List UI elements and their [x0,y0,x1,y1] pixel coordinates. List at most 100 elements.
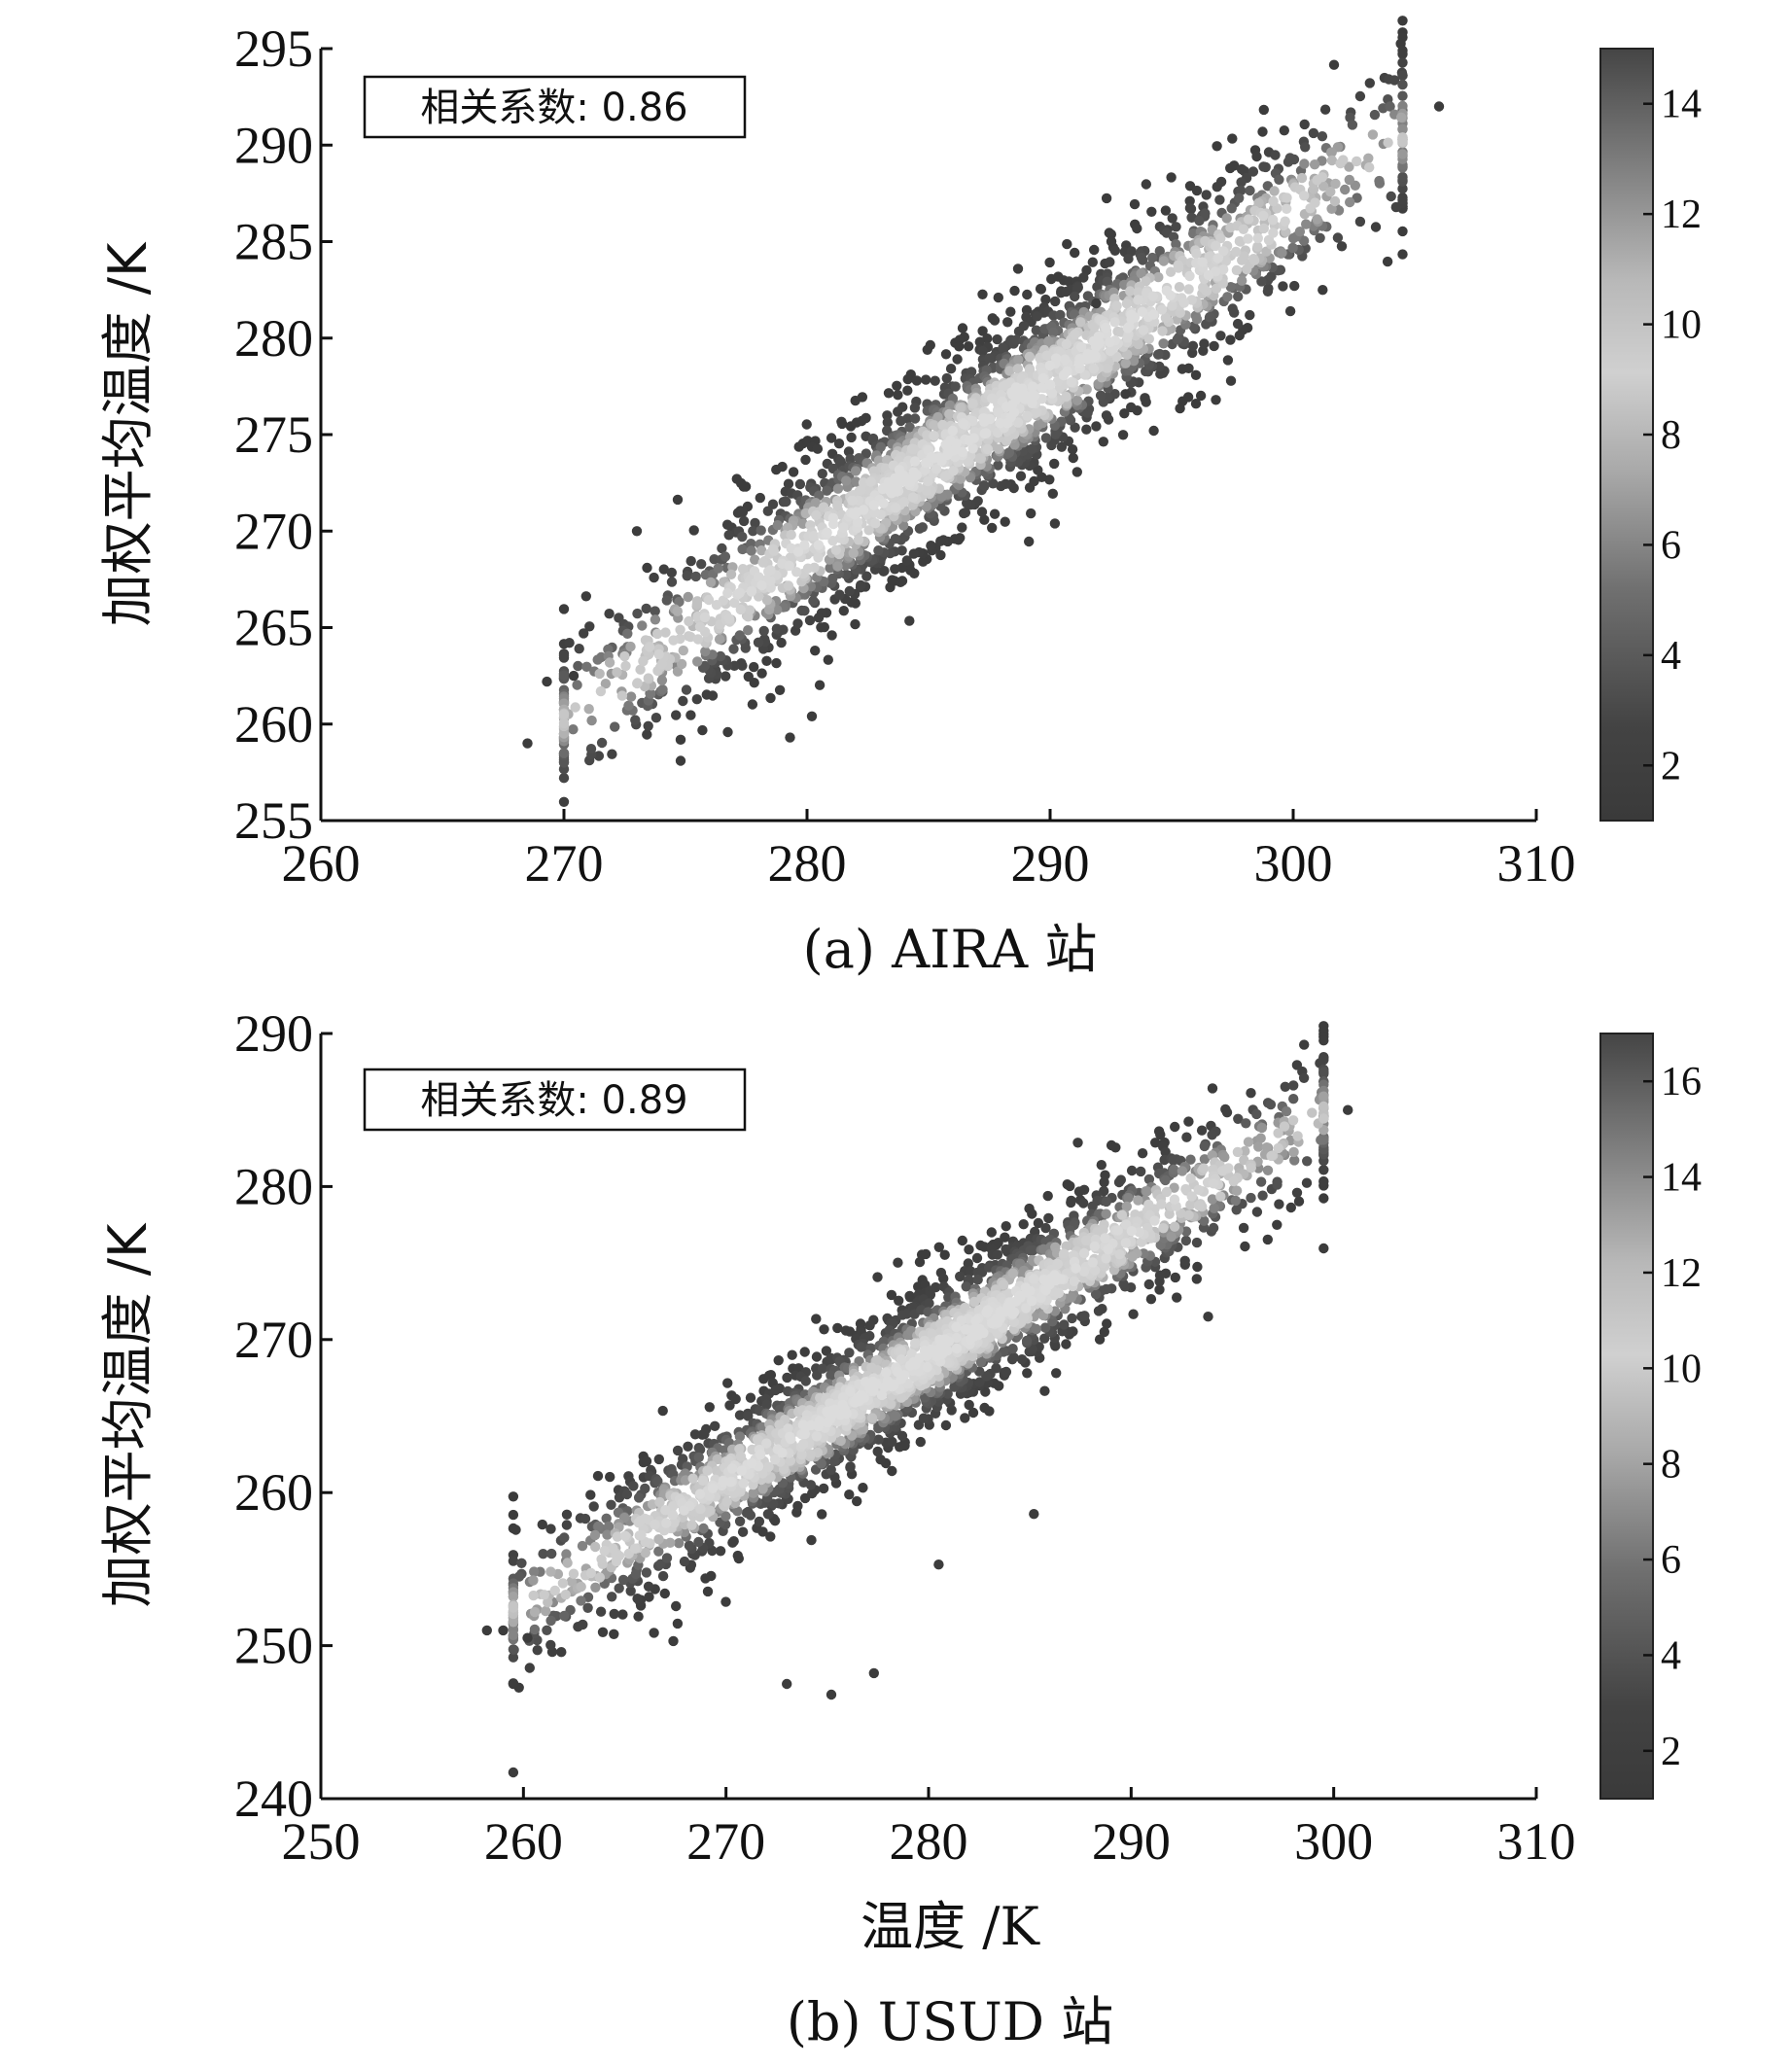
hexbin-point [1070,329,1080,340]
hexbin-point [1156,304,1168,315]
hexbin-point [936,491,947,502]
hexbin-point [861,571,872,581]
hexbin-point [720,551,731,562]
hexbin-point [633,1611,644,1622]
hexbin-point [945,364,957,374]
hexbin-point [926,541,936,551]
hexbin-point [558,796,570,807]
hexbin-point [770,1384,781,1396]
hexbin-point [1166,1231,1177,1243]
hexbin-point [1217,278,1229,289]
x-tick-label: 280 [768,834,847,893]
hexbin-point [729,597,740,609]
hexbin-point [1252,241,1263,252]
hexbin-point [651,628,663,640]
hexbin-point [1146,206,1157,217]
hexbin-point [1198,282,1209,293]
hexbin-point [1258,104,1270,116]
hexbin-point [808,595,819,607]
hexbin-point [690,571,701,582]
y-tick-label: 295 [234,19,313,78]
hexbin-point [1181,1132,1192,1142]
colorbar-tick-label: 6 [1661,523,1681,568]
hexbin-point [1260,161,1271,173]
hexbin-point [1230,1195,1242,1207]
hexbin-point [1184,270,1195,282]
hexbin-point [979,1402,990,1414]
panel-a-annotation: 相关系数: 0.86 [420,86,687,130]
hexbin-point [1137,306,1148,317]
hexbin-point [761,655,772,666]
hexbin-point [755,525,766,536]
hexbin-point [1042,1190,1053,1202]
hexbin-point [1171,239,1181,250]
hexbin-point [1037,372,1049,384]
hexbin-point [1087,352,1098,363]
hexbin-point [619,1530,631,1542]
hexbin-point [513,1571,525,1582]
hexbin-point [1021,1335,1033,1347]
hexbin-point [1221,1107,1233,1118]
hexbin-point [1095,390,1107,401]
hexbin-point [1209,1203,1219,1214]
hexbin-point [1274,174,1284,185]
hexbin-point [811,1351,823,1362]
hexbin-point [720,1511,731,1522]
hexbin-point [1088,364,1100,374]
hexbin-point [957,522,967,533]
hexbin-point [599,1545,610,1557]
hexbin-point [734,1410,746,1420]
hexbin-point [896,1346,907,1357]
hexbin-point [1022,1368,1033,1379]
hexbin-point [1209,340,1219,352]
hexbin-point [1397,70,1408,81]
hexbin-point [993,292,1003,303]
hexbin-point [564,638,575,648]
hexbin-point [1251,151,1262,162]
hexbin-point [1026,508,1037,519]
hexbin-point [798,1439,809,1450]
hexbin-point [993,407,1003,418]
hexbin-point [1253,1141,1264,1152]
hexbin-point [653,648,664,660]
hexbin-point [1164,1209,1175,1219]
hexbin-point [940,1419,952,1431]
hexbin-point [1123,1192,1134,1204]
hexbin-point [537,1519,547,1530]
hexbin-point [702,1465,713,1476]
hexbin-point [692,656,703,667]
hexbin-point [576,1581,586,1593]
hexbin-point [909,456,921,467]
hexbin-point [838,522,849,533]
hexbin-point [1177,1166,1188,1176]
hexbin-point [720,1596,731,1607]
hexbin-point [698,1523,709,1534]
hexbin-point [1266,1150,1277,1162]
hexbin-point [1039,1322,1051,1333]
hexbin-point [1052,1258,1064,1270]
hexbin-point [1160,312,1172,324]
hexbin-point [697,724,708,736]
hexbin-point [1193,1200,1205,1211]
hexbin-point [1041,350,1052,361]
hexbin-point [1316,1135,1326,1145]
hexbin-point [1129,198,1141,210]
hexbin-point [585,744,597,754]
hexbin-point [681,684,692,695]
hexbin-point [756,668,767,679]
hexbin-point [1105,336,1115,348]
hexbin-point [732,1550,743,1561]
hexbin-point [686,1520,697,1530]
hexbin-point [785,1455,796,1466]
hexbin-point [1147,291,1159,301]
hexbin-point [866,1362,877,1373]
hexbin-point [850,395,861,406]
hexbin-point [1099,1176,1109,1188]
hexbin-point [1169,1194,1180,1205]
outlier-point [785,732,795,743]
hexbin-point [1199,1154,1211,1165]
hexbin-point [1070,422,1080,433]
hexbin-point [861,448,871,459]
hexbin-point [1246,1163,1257,1174]
